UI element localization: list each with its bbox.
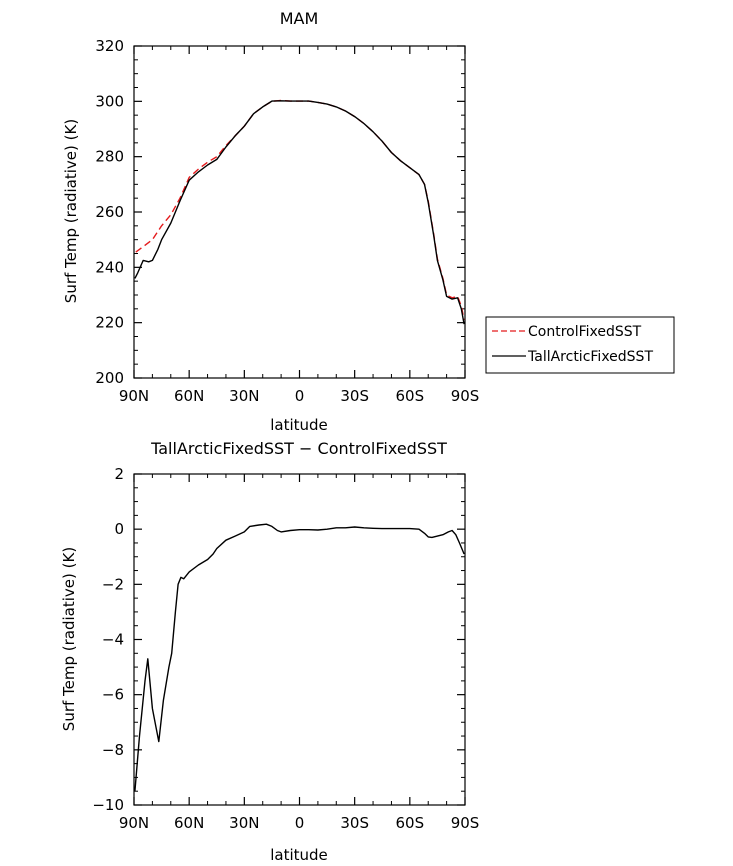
top-x-tick-label: 60N bbox=[174, 387, 204, 405]
bottom-x-tick-label: 90S bbox=[451, 814, 480, 832]
bottom-x-tick-label: 30S bbox=[340, 814, 369, 832]
bottom-y-tick-label: −8 bbox=[102, 741, 124, 759]
bottom-x-tick-label: 60N bbox=[174, 814, 204, 832]
top-x-tick-label: 0 bbox=[295, 387, 305, 405]
top-y-tick-label: 240 bbox=[95, 258, 124, 276]
top-y-axis-label: Surf Temp (radiative) (K) bbox=[62, 119, 80, 303]
bottom-y-tick-label: 0 bbox=[114, 520, 124, 538]
top-series-line-0 bbox=[135, 99, 465, 321]
top-x-tick-label: 30N bbox=[229, 387, 259, 405]
top-x-tick-label: 90N bbox=[119, 387, 149, 405]
legend-label-tallarctic: TallArcticFixedSST bbox=[527, 349, 653, 365]
top-chart-title: MAM bbox=[280, 9, 319, 28]
top-plot-frame bbox=[133, 45, 466, 379]
bottom-y-axis-label: Surf Temp (radiative) (K) bbox=[60, 547, 78, 731]
top-y-tick-label: 260 bbox=[95, 203, 124, 221]
bottom-x-tick-label: 0 bbox=[295, 814, 305, 832]
bottom-y-tick-label: 2 bbox=[114, 465, 124, 483]
top-series-lines bbox=[134, 99, 465, 325]
bottom-series-line-0 bbox=[134, 523, 465, 792]
bottom-chart-title: TallArcticFixedSST − ControlFixedSST bbox=[150, 439, 447, 458]
bottom-series-lines bbox=[134, 523, 465, 792]
bottom-panel: TallArcticFixedSST − ControlFixedSST Sur… bbox=[60, 439, 479, 864]
legend: ControlFixedSST TallArcticFixedSST bbox=[485, 316, 675, 374]
bottom-y-tick-label: −6 bbox=[102, 686, 124, 704]
bottom-plot-frame bbox=[133, 473, 466, 806]
top-y-tick-label: 300 bbox=[95, 92, 124, 110]
bottom-x-axis-label: latitude bbox=[270, 846, 328, 864]
top-y-tick-label: 320 bbox=[95, 37, 124, 55]
top-x-axis-label: latitude bbox=[270, 416, 328, 434]
bottom-x-tick-label: 90N bbox=[119, 814, 149, 832]
legend-label-control: ControlFixedSST bbox=[528, 324, 642, 340]
legend-box bbox=[485, 316, 675, 374]
bottom-y-tick-label: −4 bbox=[102, 631, 124, 649]
top-x-tick-label: 30S bbox=[340, 387, 369, 405]
bottom-x-tick-label: 30N bbox=[229, 814, 259, 832]
bottom-y-tick-label: −10 bbox=[92, 796, 124, 814]
bottom-x-tick-label: 60S bbox=[396, 814, 425, 832]
top-series-line-1 bbox=[134, 100, 465, 325]
top-panel: MAM Surf Temp (radiative) (K) latitude 9… bbox=[62, 9, 479, 434]
top-x-tick-label: 60S bbox=[396, 387, 425, 405]
bottom-y-tick-label: −2 bbox=[102, 575, 124, 593]
bottom-axis-ticks: 90N 60N 30N 0 30S 60S 90S −10 −8 −6 −4 −2 0 2 bbox=[92, 465, 479, 832]
top-y-tick-label: 280 bbox=[95, 148, 124, 166]
top-axis-ticks: 90N 60N 30N 0 30S 60S 90S 200 220 240 260 280 300 320 bbox=[95, 37, 479, 405]
top-x-tick-label: 90S bbox=[451, 387, 480, 405]
top-y-tick-label: 200 bbox=[95, 369, 124, 387]
top-y-tick-label: 220 bbox=[95, 314, 124, 332]
